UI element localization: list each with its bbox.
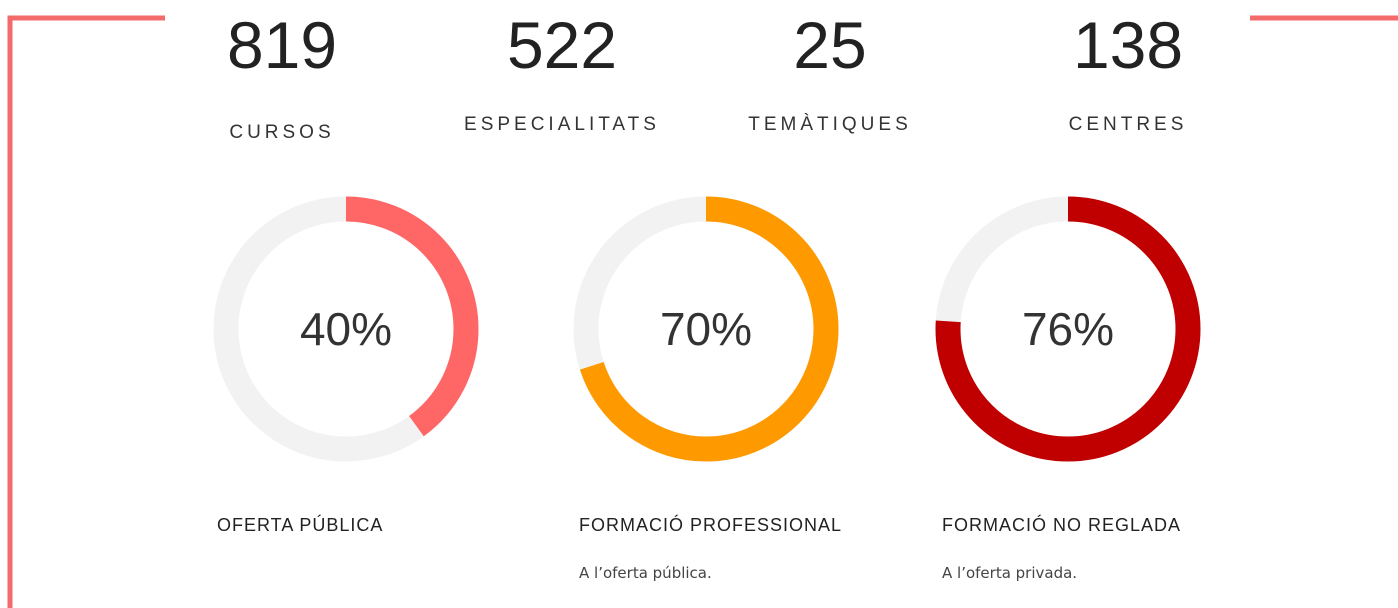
- gauge-arc: [935, 196, 1201, 462]
- gauge-subtitle: A l’oferta privada.: [942, 564, 1077, 582]
- frame-line: [7, 15, 165, 608]
- stat-label: CENTRES: [1069, 114, 1188, 135]
- gauge-label: 76%: [1022, 303, 1114, 355]
- gauge-title: FORMACIÓ PROFESSIONAL: [579, 514, 842, 535]
- stat-label: TEMÀTIQUES: [748, 114, 912, 135]
- gauge-arc: [213, 196, 479, 462]
- gauge-subtitle: A l’oferta pública.: [579, 564, 712, 582]
- gauge-arc: [573, 196, 839, 462]
- stat-number: 138: [1073, 8, 1183, 82]
- gauge-label: 70%: [660, 303, 752, 355]
- gauge-title: FORMACIÓ NO REGLADA: [942, 514, 1181, 535]
- stat-label: CURSOS: [229, 122, 334, 143]
- stat-label: ESPECIALITATS: [464, 114, 660, 135]
- stat-number: 522: [507, 8, 617, 82]
- gauge-title: OFERTA PÚBLICA: [217, 514, 383, 535]
- stat-number: 819: [227, 8, 337, 82]
- stat-number: 25: [793, 8, 866, 82]
- gauge-label: 40%: [300, 303, 392, 355]
